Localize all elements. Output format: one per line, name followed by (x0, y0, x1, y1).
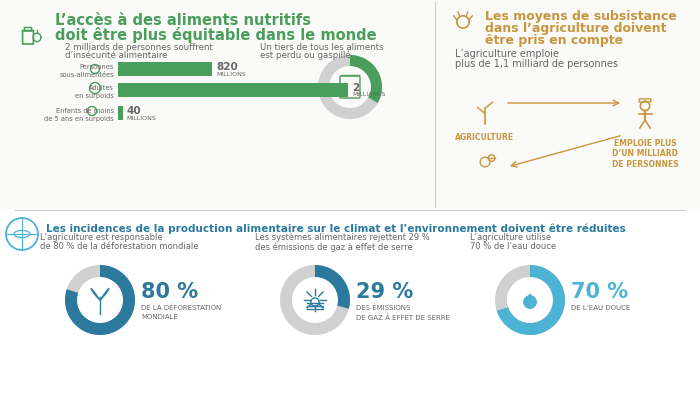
Text: AGRICULTURE: AGRICULTURE (456, 133, 514, 142)
Polygon shape (280, 265, 350, 335)
Polygon shape (350, 55, 382, 103)
Text: MILLIONS: MILLIONS (127, 115, 156, 120)
Bar (118, 62, 212, 76)
Text: MONDIALE: MONDIALE (141, 314, 178, 320)
Text: Les systèmes alimentaires rejettent 29 %: Les systèmes alimentaires rejettent 29 % (255, 233, 430, 243)
Polygon shape (65, 265, 135, 335)
Polygon shape (318, 55, 382, 119)
Text: des émissions de gaz à effet de serre: des émissions de gaz à effet de serre (255, 242, 413, 252)
Text: doit être plus équitable dans le monde: doit être plus équitable dans le monde (55, 27, 377, 43)
Text: dans l’agriculture doivent: dans l’agriculture doivent (485, 22, 666, 35)
Text: L’agriculture emploie: L’agriculture emploie (455, 49, 559, 59)
Text: 40: 40 (127, 106, 141, 116)
Bar (0, 0, 700, 210)
Text: 2 milliards de personnes souffrent: 2 milliards de personnes souffrent (65, 43, 213, 52)
Text: plus de 1,1 milliard de personnes: plus de 1,1 milliard de personnes (455, 59, 618, 69)
Text: de 80 % de la déforestation mondiale: de 80 % de la déforestation mondiale (40, 242, 199, 251)
Text: L’accès à des aliments nutritifs: L’accès à des aliments nutritifs (55, 13, 311, 28)
Text: 70 %: 70 % (571, 282, 628, 302)
Text: sous-alimentées: sous-alimentées (60, 72, 114, 78)
Text: être pris en compte: être pris en compte (485, 34, 623, 47)
Text: 70 % de l’eau douce: 70 % de l’eau douce (470, 242, 556, 251)
Text: DE L’EAU DOUCE: DE L’EAU DOUCE (571, 305, 630, 311)
Polygon shape (495, 265, 565, 335)
Bar (0, 210, 700, 395)
Text: Adultes: Adultes (89, 85, 114, 91)
Polygon shape (100, 289, 109, 300)
Text: d’insécurité alimentaire: d’insécurité alimentaire (65, 51, 167, 60)
Text: 820: 820 (216, 62, 238, 72)
Polygon shape (524, 294, 536, 302)
Text: MILLIONS: MILLIONS (216, 71, 246, 77)
Circle shape (524, 296, 536, 308)
Text: de 5 ans en surpoids: de 5 ans en surpoids (44, 116, 114, 122)
Polygon shape (315, 265, 350, 309)
Text: Personnes: Personnes (80, 64, 114, 70)
Text: MILLIARDS: MILLIARDS (352, 92, 386, 98)
Text: Les moyens de subsistance: Les moyens de subsistance (485, 10, 677, 23)
Text: Un tiers de tous les aliments: Un tiers de tous les aliments (260, 43, 384, 52)
Polygon shape (477, 107, 485, 114)
Text: L’agriculture est responsable: L’agriculture est responsable (40, 233, 162, 242)
Text: DE GAZ À EFFET DE SERRE: DE GAZ À EFFET DE SERRE (356, 314, 450, 320)
Bar (118, 106, 122, 120)
Polygon shape (91, 289, 100, 300)
Text: L’agriculture utilise: L’agriculture utilise (470, 233, 551, 242)
Text: EMPLOIE PLUS
D’UN MILLIARD
DE PERSONNES: EMPLOIE PLUS D’UN MILLIARD DE PERSONNES (612, 139, 678, 169)
Text: 2: 2 (352, 83, 359, 93)
Text: Les incidences de la production alimentaire sur le climat et l’environnement doi: Les incidences de la production alimenta… (46, 223, 626, 233)
Text: 80 %: 80 % (141, 282, 198, 302)
Text: Enfants de moins: Enfants de moins (56, 108, 114, 114)
Text: est perdu ou gaspillé: est perdu ou gaspillé (260, 51, 351, 60)
Polygon shape (497, 265, 565, 335)
Bar (118, 83, 348, 97)
Text: en surpoids: en surpoids (75, 93, 114, 99)
Text: 29 %: 29 % (356, 282, 413, 302)
Text: DE LA DÉFORESTATION: DE LA DÉFORESTATION (141, 305, 221, 312)
Polygon shape (485, 102, 493, 108)
Polygon shape (65, 265, 135, 335)
Text: DES ÉMISSIONS: DES ÉMISSIONS (356, 305, 410, 312)
